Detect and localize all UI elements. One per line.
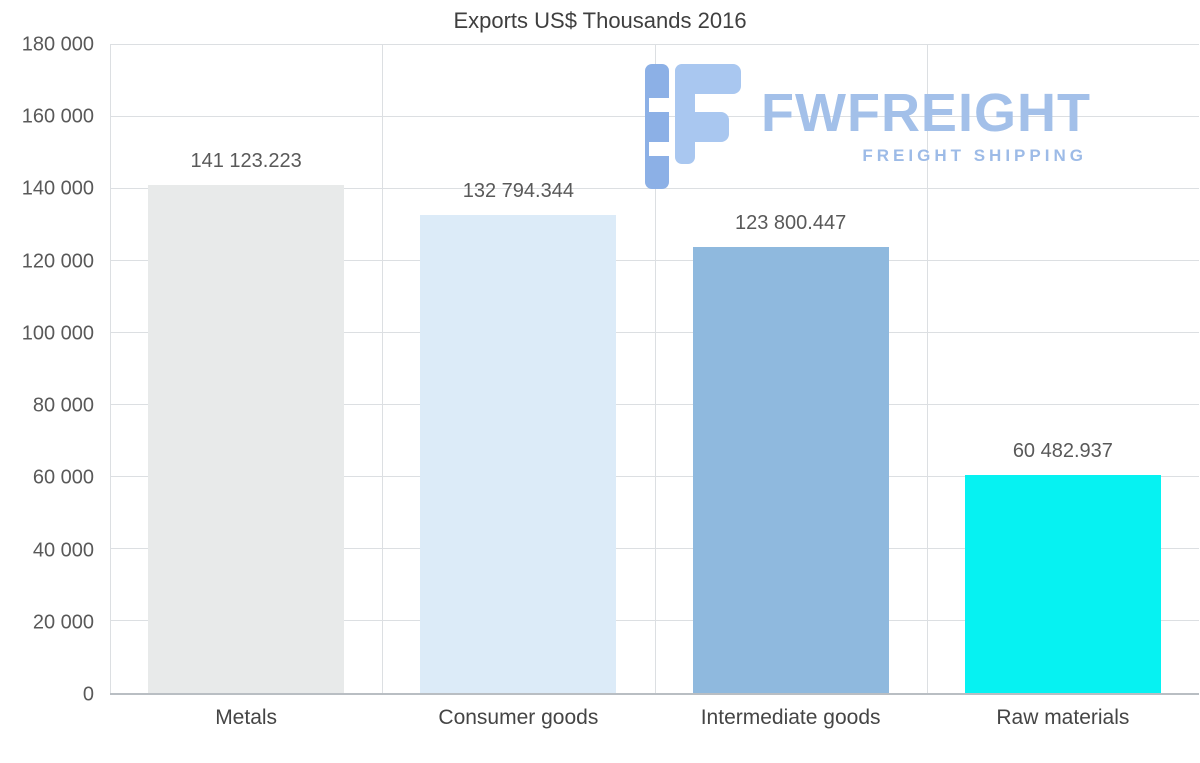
x-axis: Metals Consumer goods Intermediate goods Ra…: [110, 698, 1199, 738]
y-tick-label: 140 000: [21, 177, 94, 200]
y-tick-label: 180 000: [21, 33, 94, 56]
bar-value-label-metals: 141 123.223: [190, 149, 302, 172]
y-tick-label: 80 000: [32, 394, 94, 417]
bar-value-label-consumer-goods: 132 794.344: [462, 179, 574, 202]
bar-intermediate-goods: [692, 247, 889, 693]
chart-title: Exports US$ Thousands 2016: [453, 8, 747, 33]
bar-slot-raw-materials: 60 482.937: [927, 45, 1199, 693]
v-gridline: [926, 45, 928, 693]
x-tick-label-metals: Metals: [215, 706, 278, 729]
y-tick-label: 100 000: [21, 322, 94, 345]
y-tick-label: 120 000: [21, 250, 94, 273]
v-gridline: [382, 45, 384, 693]
y-tick-label: 0: [82, 683, 94, 706]
bar-value-label-raw-materials: 60 482.937: [1012, 440, 1113, 463]
y-tick-label: 20 000: [32, 611, 94, 634]
v-gridline: [110, 45, 111, 693]
y-tick-label: 40 000: [32, 539, 94, 562]
bar-slot-consumer-goods: 132 794.344: [382, 45, 654, 693]
y-axis: 0 20 000 40 000 60 000 80 000 100 000 120 000 1…: [0, 34, 102, 706]
plot-area: 141 123.223 132 794.344 123 800.447 60 482.…: [110, 44, 1199, 695]
y-tick-label: 160 000: [21, 105, 94, 128]
bar-value-label-intermediate-goods: 123 800.447: [735, 212, 847, 235]
bar-slot-intermediate-goods: 123 800.447: [655, 45, 927, 693]
bars-row: 141 123.223 132 794.344 123 800.447 60 482.…: [110, 45, 1199, 693]
h-gridline: [110, 44, 1199, 45]
x-tick-label-intermediate-goods: Intermediate goods: [700, 706, 881, 729]
x-tick-label-raw-materials: Raw materials: [996, 706, 1130, 729]
bar-raw-materials: [964, 475, 1161, 693]
x-tick-label-consumer-goods: Consumer goods: [438, 706, 599, 729]
bar-slot-metals: 141 123.223: [110, 45, 382, 693]
bar-metals: [148, 184, 345, 693]
v-gridline: [654, 45, 656, 693]
bar-consumer-goods: [420, 214, 617, 693]
y-tick-label: 60 000: [32, 466, 94, 489]
